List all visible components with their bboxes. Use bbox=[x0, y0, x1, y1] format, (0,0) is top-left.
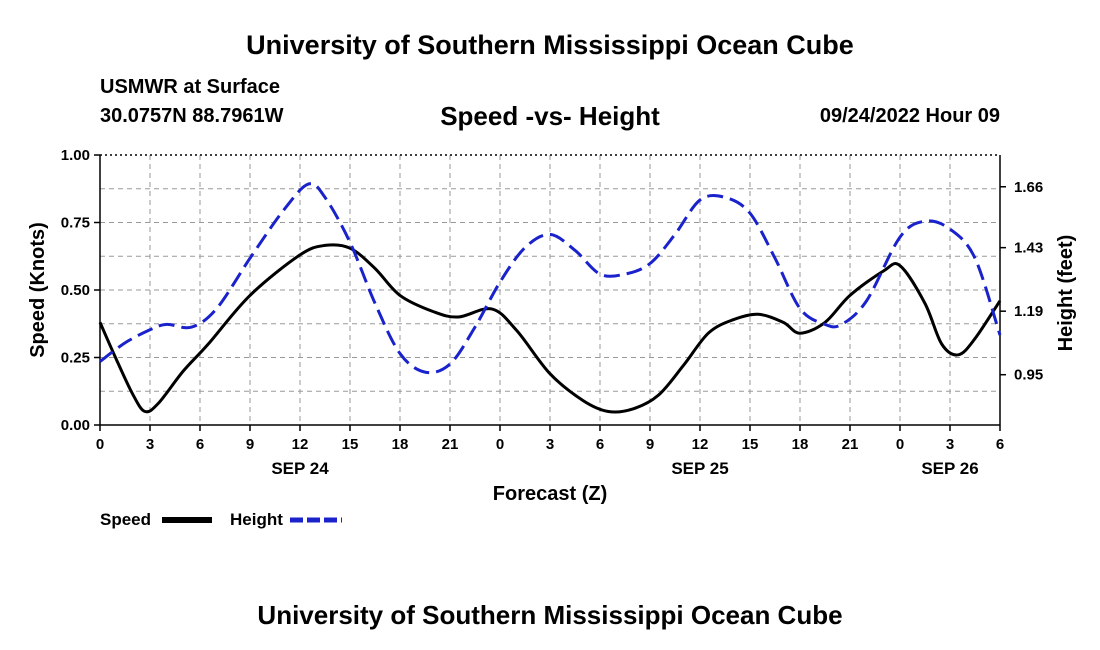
legend-speed-label: Speed bbox=[100, 510, 151, 529]
y2-tick-label: 0.95 bbox=[1014, 367, 1043, 384]
grid-layer bbox=[100, 154, 1000, 425]
x-axis-title: Forecast (Z) bbox=[493, 483, 607, 505]
y-tick-label: 0.75 bbox=[61, 215, 90, 232]
x-tick-label: 6 bbox=[196, 436, 204, 453]
x-tick-label: 0 bbox=[896, 436, 904, 453]
x-tick-label: 15 bbox=[342, 436, 359, 453]
date-label: SEP 24 bbox=[271, 459, 329, 478]
x-tick-label: 0 bbox=[96, 436, 104, 453]
x-tick-label: 21 bbox=[442, 436, 459, 453]
x-tick-label: 18 bbox=[792, 436, 809, 453]
y-tick-label: 1.00 bbox=[61, 147, 90, 164]
location-coordinates: 30.0757N 88.7961W bbox=[100, 105, 284, 127]
y-tick-label: 0.25 bbox=[61, 350, 90, 367]
x-tick-label: 3 bbox=[146, 436, 154, 453]
chart-title: Speed -vs- Height bbox=[440, 101, 660, 131]
y-tick-label: 0.00 bbox=[61, 417, 90, 434]
forecast-datetime: 09/24/2022 Hour 09 bbox=[819, 105, 1000, 127]
x-tick-label: 6 bbox=[996, 436, 1004, 453]
station-label: USMWR at Surface bbox=[100, 76, 281, 98]
date-label: SEP 26 bbox=[921, 459, 978, 478]
x-tick-label: 3 bbox=[546, 436, 554, 453]
legend-height-label: Height bbox=[230, 510, 283, 529]
y2-tick-label: 1.66 bbox=[1014, 179, 1043, 196]
x-tick-label: 18 bbox=[392, 436, 409, 453]
x-tick-label: 12 bbox=[292, 436, 309, 453]
y2-axis-title: Height (feet) bbox=[1055, 235, 1077, 352]
x-tick-label: 9 bbox=[246, 436, 254, 453]
x-tick-label: 21 bbox=[842, 436, 859, 453]
speed-series-line bbox=[98, 243, 1002, 414]
height-series-line bbox=[99, 182, 1002, 375]
y2-tick-label: 1.43 bbox=[1014, 240, 1043, 257]
legend-layer: Speed Height bbox=[100, 510, 342, 529]
main-title: University of Southern Mississippi Ocean… bbox=[246, 30, 854, 60]
x-tick-label: 3 bbox=[946, 436, 954, 453]
x-tick-label: 12 bbox=[692, 436, 709, 453]
x-tick-label: 9 bbox=[646, 436, 654, 453]
y2-tick-label: 1.19 bbox=[1014, 303, 1043, 320]
series-layer bbox=[98, 182, 1002, 414]
axis-layer: 0.00 0.25 0.50 0.75 1.00 0.95 1.19 1.43 1.66 0 3 6 9… bbox=[27, 147, 1077, 505]
date-label: SEP 25 bbox=[671, 459, 728, 478]
footer-title: University of Southern Mississippi Ocean… bbox=[257, 600, 843, 630]
y-axis-title: Speed (Knots) bbox=[27, 222, 49, 358]
x-tick-label: 0 bbox=[496, 436, 504, 453]
x-tick-label: 6 bbox=[596, 436, 604, 453]
y-tick-label: 0.50 bbox=[61, 282, 90, 299]
x-tick-label: 15 bbox=[742, 436, 759, 453]
